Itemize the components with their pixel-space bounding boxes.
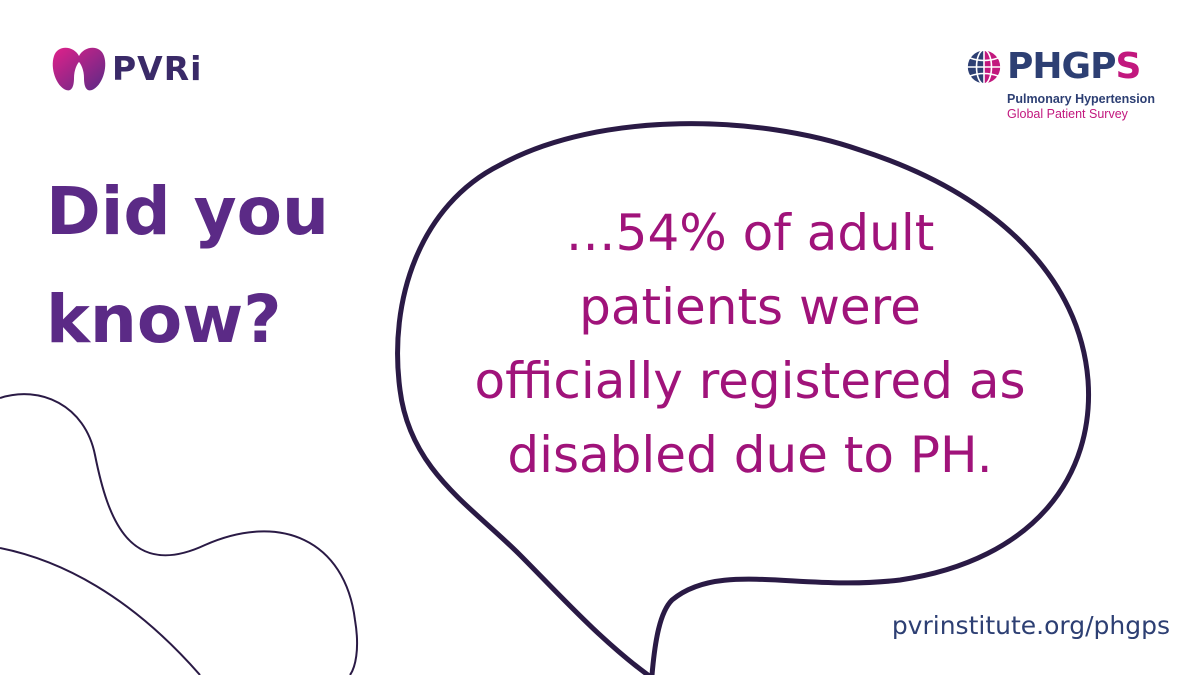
pvri-logo: PVRi [50,42,230,94]
wave-line [0,393,359,675]
phgps-wordmark: PHGPS [1007,46,1141,87]
speech-bubble-outline [395,121,1092,675]
bubble-line-4: disabled due to PH. [507,426,993,484]
phgps-logo: PHGPS Pulmonary Hypertension Global Pati… [964,45,1164,125]
pvri-wordmark: PVRi [112,48,203,88]
speech-bubble-text: …54% of adult patients were officially r… [420,196,1080,492]
pvri-lungs-heart-icon [52,47,106,91]
headline: Did you know? [46,158,386,374]
wave-line-lower [0,547,201,675]
bubble-line-1: …54% of adult [565,204,935,262]
bubble-line-2: patients were [579,278,921,336]
phgps-subtitle-line1: Pulmonary Hypertension [1007,92,1155,106]
footer-url: pvrinstitute.org/phgps [891,611,1170,640]
headline-line-2: know? [46,281,282,358]
bubble-line-3: officially registered as [474,352,1026,410]
globe-icon [966,49,1002,85]
headline-line-1: Did you [46,173,329,250]
phgps-subtitle-line2: Global Patient Survey [1007,107,1128,121]
